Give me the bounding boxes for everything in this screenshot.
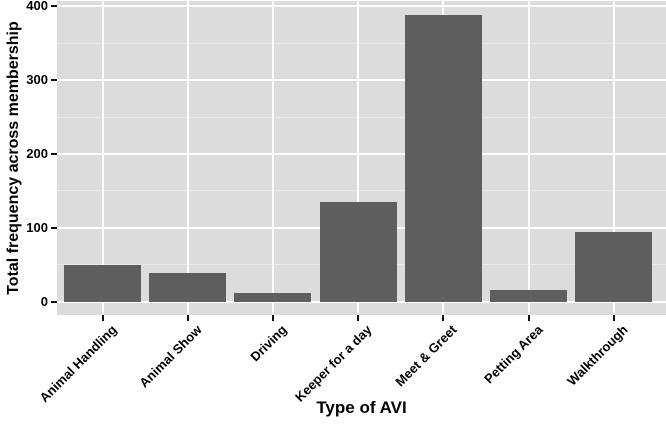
y-tick-label-400: 400 — [26, 0, 48, 14]
major-gridline-200 — [57, 153, 666, 155]
vertical-gridline-keeper-for-a-day — [357, 1, 360, 315]
x-tick-label-keeper-for-a-day: Keeper for a day — [292, 322, 375, 405]
vertical-gridline-animal-handling — [101, 1, 104, 315]
bar-keeper-for-a-day — [319, 202, 397, 302]
bar-driving — [234, 292, 312, 302]
y-tick-label-100: 100 — [26, 219, 48, 235]
bar-petting-area — [490, 289, 567, 302]
x-tick-label-animal-show: Animal Show — [135, 322, 205, 391]
major-gridline-0 — [57, 300, 666, 303]
major-gridline-400 — [57, 5, 666, 8]
y-tick-label-300: 300 — [26, 72, 48, 88]
x-tick-meet-greet — [442, 315, 445, 321]
y-tick-400 — [51, 5, 57, 8]
x-tick-label-petting-area: Petting Area — [480, 322, 546, 387]
vertical-gridline-animal-show — [186, 1, 189, 315]
x-tick-label-animal-handling: Animal Handling — [35, 322, 120, 406]
minor-gridline-350 — [57, 42, 666, 44]
x-tick-animal-handling — [101, 315, 104, 321]
bar-animal-show — [149, 272, 227, 302]
x-tick-label-driving: Driving — [247, 322, 290, 365]
vertical-gridline-driving — [271, 1, 274, 315]
bar-meet-greet — [404, 15, 482, 302]
vertical-gridline-petting-area — [527, 1, 530, 315]
y-tick-100 — [51, 226, 57, 229]
x-tick-label-walkthrough: Walkthrough — [563, 322, 631, 389]
y-tick-label-0: 0 — [40, 293, 48, 309]
x-tick-driving — [271, 315, 274, 321]
x-tick-animal-show — [186, 315, 189, 321]
minor-gridline-250 — [57, 116, 666, 118]
x-axis-title: Type of AVI — [316, 398, 407, 417]
x-tick-keeper-for-a-day — [357, 315, 360, 321]
y-tick-label-200: 200 — [26, 146, 48, 161]
chart-panel — [57, 1, 666, 315]
bar-walkthrough — [575, 231, 653, 302]
y-tick-300 — [51, 79, 57, 82]
y-tick-0 — [51, 300, 57, 303]
vertical-gridline-walkthrough — [612, 1, 615, 315]
minor-gridline-150 — [57, 190, 666, 192]
bar-animal-handling — [64, 264, 141, 302]
x-tick-label-meet-greet: Meet & Greet — [392, 322, 460, 390]
x-tick-petting-area — [527, 315, 530, 321]
y-tick-200 — [51, 153, 57, 155]
x-tick-walkthrough — [612, 315, 615, 321]
major-gridline-300 — [57, 79, 666, 82]
